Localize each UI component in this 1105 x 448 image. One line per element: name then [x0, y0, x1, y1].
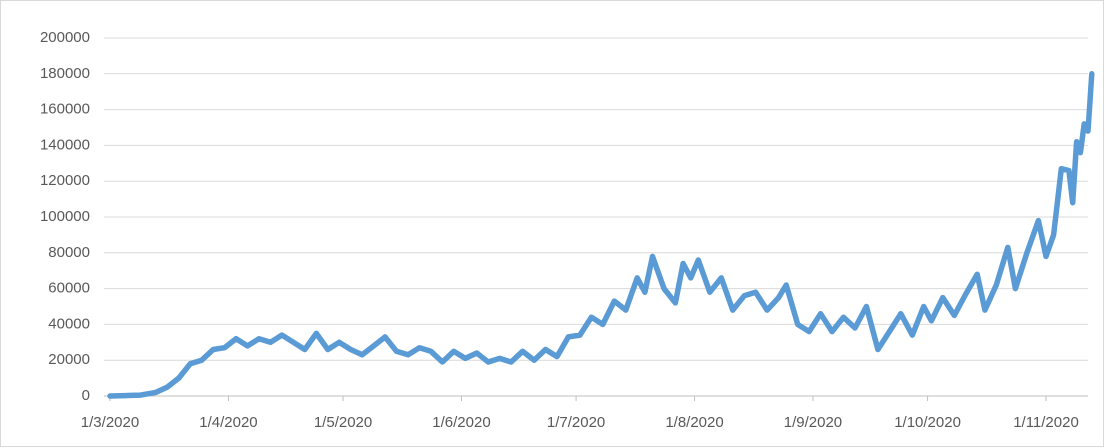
x-tick-label: 1/6/2020	[432, 414, 490, 431]
x-tick-label: 1/11/2020	[1013, 414, 1079, 431]
x-tick-label: 1/10/2020	[894, 414, 961, 431]
y-tick-label: 100000	[40, 208, 90, 225]
y-tick-label: 180000	[40, 65, 90, 82]
x-tick-label: 1/4/2020	[199, 414, 257, 431]
y-tick-label: 20000	[48, 351, 90, 368]
data-line	[107, 71, 1095, 399]
y-tick-label: 40000	[48, 315, 90, 332]
y-tick-label: 60000	[48, 280, 90, 297]
y-tick-label: 140000	[40, 136, 90, 153]
x-tick-label: 1/7/2020	[547, 414, 605, 431]
y-tick-label: 80000	[48, 244, 90, 261]
y-tick-label: 200000	[40, 29, 90, 46]
y-tick-label: 120000	[40, 172, 90, 189]
x-tick-label: 1/8/2020	[665, 414, 723, 431]
x-tick-label: 1/3/2020	[81, 414, 139, 431]
y-tick-label: 0	[82, 387, 90, 404]
y-tick-label: 160000	[40, 101, 90, 118]
x-tick-label: 1/9/2020	[784, 414, 842, 431]
x-tick-label: 1/5/2020	[314, 414, 372, 431]
